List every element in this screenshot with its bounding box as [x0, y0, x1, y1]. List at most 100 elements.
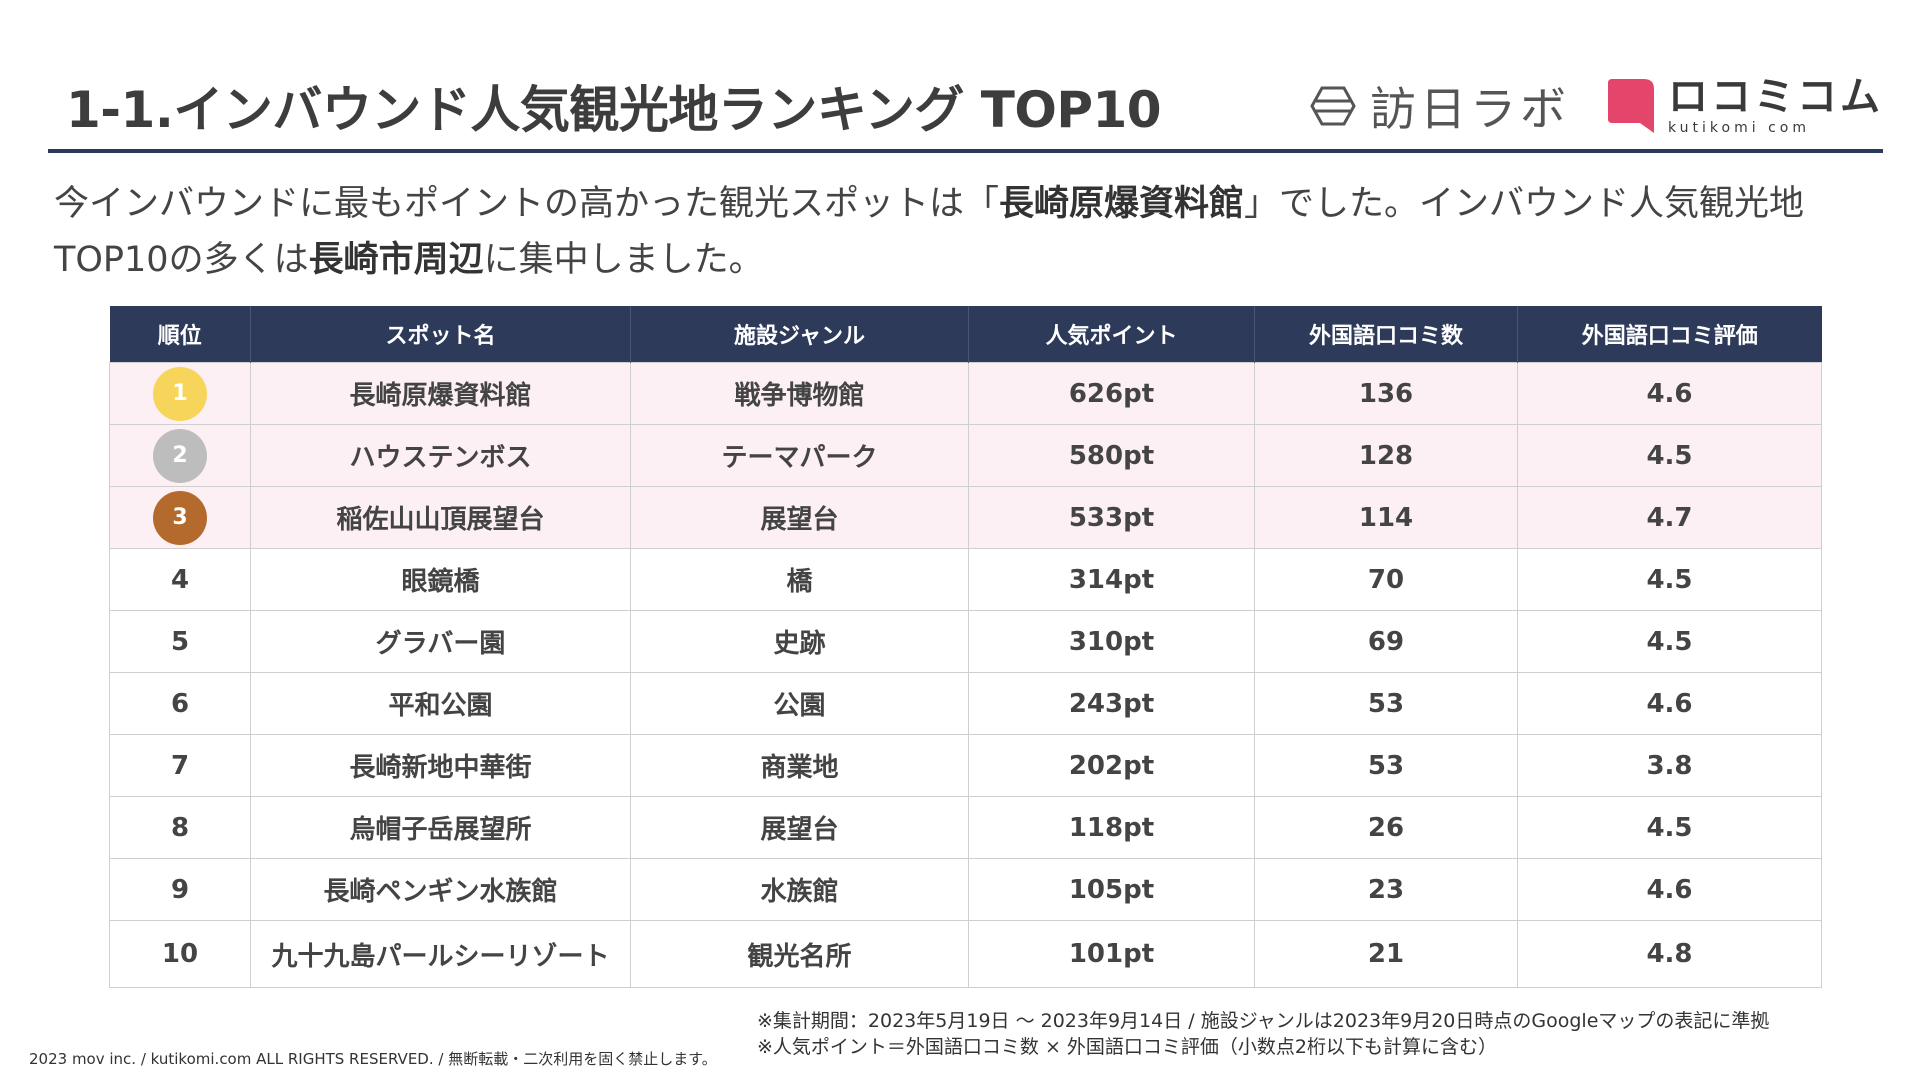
genre-cell: 展望台: [630, 796, 969, 859]
review-count-cell: 26: [1254, 796, 1518, 859]
table-row: 4 眼鏡橋橋 314pt 70 4.5: [109, 548, 1822, 611]
rank-cell: 2: [109, 424, 251, 487]
review-rating-cell: 4.7: [1517, 486, 1822, 549]
spot-name-cell: 長崎原爆資料館: [250, 362, 631, 425]
points-cell: 202pt: [968, 734, 1255, 797]
review-rating-cell: 4.8: [1517, 920, 1822, 988]
lead-text: 今インバウンドに最もポイントの高かった観光スポットは「長崎原爆資料館」でした。イ…: [54, 176, 1854, 288]
table-row: 1 長崎原爆資料館 戦争博物館 626pt 136 4.6: [109, 362, 1822, 425]
review-rating-cell: 4.5: [1517, 610, 1822, 673]
genre-cell: 公園: [630, 672, 969, 735]
rank-cell: 10: [109, 920, 251, 988]
table-header-row: 順位 スポット名 施設ジャンル 人気ポイント 外国語口コミ数 外国語口コミ評価: [109, 306, 1822, 363]
rank-cell: 8: [109, 796, 251, 859]
houjin-lab-logo-icon: [1310, 86, 1356, 126]
points-cell: 314pt: [968, 548, 1255, 611]
rank-cell: 6: [109, 672, 251, 735]
header-points: 人気ポイント: [968, 306, 1255, 363]
spot-name-cell: グラバー園: [250, 610, 631, 673]
rank-medal-icon: 2: [153, 428, 207, 483]
table-row: 6 平和公園 公園 243pt 53 4.6: [109, 672, 1822, 735]
review-rating-cell: 4.6: [1517, 362, 1822, 425]
review-count-cell: 69: [1254, 610, 1518, 673]
kuchikomi-logo-subtext: kutikomi com: [1668, 120, 1810, 136]
genre-cell: 史跡: [630, 610, 969, 673]
table-row: 3 稲佐山山頂展望台 展望台 533pt 114 4.7: [109, 486, 1822, 549]
spot-name-cell: 稲佐山山頂展望台: [250, 486, 631, 549]
kuchikomi-logo: ロコミコム kutikomi com: [1608, 77, 1883, 135]
rank-cell: 7: [109, 734, 251, 797]
header-review-count: 外国語口コミ数: [1254, 306, 1518, 363]
houjin-lab-logo-text: 訪日ラボ: [1370, 82, 1570, 136]
review-count-cell: 128: [1254, 424, 1518, 487]
points-cell: 533pt: [968, 486, 1255, 549]
lead-highlight-2: 長崎市周辺: [308, 240, 484, 280]
review-count-cell: 23: [1254, 858, 1518, 921]
spot-name-cell: 平和公園: [250, 672, 631, 735]
spot-name-cell: 九十九島パールシーリゾート: [250, 920, 631, 988]
genre-cell: 商業地: [630, 734, 969, 797]
points-cell: 101pt: [968, 920, 1255, 988]
points-cell: 626pt: [968, 362, 1255, 425]
spot-name-cell: ハウステンボス: [250, 424, 631, 487]
table-row: 7 長崎新地中華街 商業地 202pt 53 3.8: [109, 734, 1822, 797]
ranking-table: 順位 スポット名 施設ジャンル 人気ポイント 外国語口コミ数 外国語口コミ評価 …: [109, 306, 1822, 988]
points-cell: 310pt: [968, 610, 1255, 673]
rank-medal-icon: 3: [153, 490, 207, 545]
points-cell: 243pt: [968, 672, 1255, 735]
review-rating-cell: 4.5: [1517, 796, 1822, 859]
kuchikomi-logo-text: ロコミコム: [1668, 74, 1883, 120]
genre-cell: 展望台: [630, 486, 969, 549]
points-cell: 118pt: [968, 796, 1255, 859]
header-genre: 施設ジャンル: [630, 306, 969, 363]
table-row: 9 長崎ペンギン水族館 水族館 105pt 23 4.6: [109, 858, 1822, 921]
genre-cell: 橋: [630, 548, 969, 611]
review-rating-cell: 4.5: [1517, 424, 1822, 487]
spot-name-cell: 眼鏡橋: [250, 548, 631, 611]
spot-name-cell: 烏帽子岳展望所: [250, 796, 631, 859]
houjin-lab-logo: 訪日ラボ: [1310, 73, 1570, 139]
rank-cell: 9: [109, 858, 251, 921]
title-divider: [48, 149, 1883, 153]
header-rank: 順位: [109, 306, 251, 363]
lead-highlight-1: 長崎原爆資料館: [999, 184, 1245, 224]
review-rating-cell: 3.8: [1517, 734, 1822, 797]
points-cell: 105pt: [968, 858, 1255, 921]
copyright: 2023 mov inc. / kutikomi.com ALL RIGHTS …: [29, 1050, 717, 1068]
review-count-cell: 136: [1254, 362, 1518, 425]
genre-cell: 戦争博物館: [630, 362, 969, 425]
footnote-points-formula: ※人気ポイント＝外国語口コミ数 × 外国語口コミ評価（小数点2桁以下も計算に含む…: [757, 1036, 1498, 1058]
table-row: 10 九十九島パールシーリゾート 観光名所 101pt 21 4.8: [109, 920, 1822, 988]
rank-cell: 1: [109, 362, 251, 425]
lead-part1: 今インバウンドに最もポイントの高かった観光スポットは「: [54, 184, 1000, 224]
footnote-period: ※集計期間：2023年5月19日 〜 2023年9月14日 / 施設ジャンルは2…: [757, 1010, 1770, 1032]
rank-cell: 4: [109, 548, 251, 611]
table-row: 5 グラバー園 史跡 310pt 69 4.5: [109, 610, 1822, 673]
review-count-cell: 21: [1254, 920, 1518, 988]
genre-cell: テーマパーク: [630, 424, 969, 487]
footnotes: ※集計期間：2023年5月19日 〜 2023年9月14日 / 施設ジャンルは2…: [757, 1008, 1769, 1060]
review-count-cell: 53: [1254, 672, 1518, 735]
genre-cell: 観光名所: [630, 920, 969, 988]
spot-name-cell: 長崎ペンギン水族館: [250, 858, 631, 921]
header-review-rating: 外国語口コミ評価: [1517, 306, 1822, 363]
rank-cell: 5: [109, 610, 251, 673]
review-rating-cell: 4.5: [1517, 548, 1822, 611]
page-title: 1-1.インバウンド人気観光地ランキング TOP10: [66, 81, 1162, 139]
review-count-cell: 70: [1254, 548, 1518, 611]
table-row: 8 烏帽子岳展望所 展望台 118pt 26 4.5: [109, 796, 1822, 859]
rank-cell: 3: [109, 486, 251, 549]
kuchikomi-logo-icon: [1608, 79, 1654, 133]
points-cell: 580pt: [968, 424, 1255, 487]
header-spot-name: スポット名: [250, 306, 631, 363]
table-row: 2 ハウステンボス テーマパーク 580pt 128 4.5: [109, 424, 1822, 487]
logos: 訪日ラボ ロコミコム kutikomi com: [1310, 76, 1883, 136]
review-count-cell: 53: [1254, 734, 1518, 797]
lead-part3: に集中しました。: [483, 240, 764, 280]
genre-cell: 水族館: [630, 858, 969, 921]
review-rating-cell: 4.6: [1517, 858, 1822, 921]
rank-medal-icon: 1: [153, 366, 207, 421]
review-count-cell: 114: [1254, 486, 1518, 549]
lead-part2: 」でした。インバウンド人気観光地TOP10の多くは: [54, 184, 1805, 280]
review-rating-cell: 4.6: [1517, 672, 1822, 735]
